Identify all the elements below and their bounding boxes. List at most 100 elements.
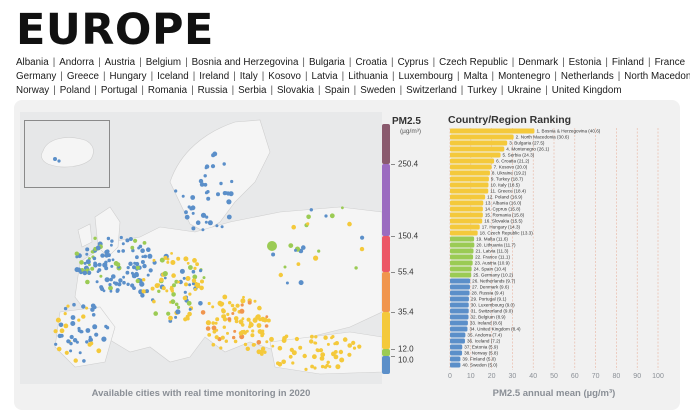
- country-name[interactable]: Andorra: [59, 57, 95, 68]
- city-dot: [190, 205, 196, 211]
- country-name[interactable]: Cyprus: [397, 57, 429, 68]
- country-name[interactable]: Sweden: [360, 85, 396, 96]
- ranking-bar-label: 8. Ukraine (19.2): [492, 171, 527, 176]
- city-dot: [238, 319, 244, 325]
- city-dot: [77, 268, 82, 273]
- country-separator: |: [231, 85, 235, 96]
- city-dot: [70, 321, 76, 326]
- city-dot: [242, 295, 245, 299]
- country-name[interactable]: Turkey: [467, 85, 497, 96]
- country-name[interactable]: Serbia: [238, 85, 267, 96]
- legend-segment-orange: [382, 272, 390, 312]
- ranking-bar: [450, 344, 463, 350]
- city-dot: [146, 273, 150, 277]
- country-separator: |: [491, 71, 495, 82]
- city-dot: [191, 269, 196, 274]
- country-name[interactable]: Greece: [66, 71, 99, 82]
- city-dot: [264, 324, 269, 328]
- city-dot: [198, 301, 203, 306]
- country-name[interactable]: Portugal: [100, 85, 138, 96]
- city-dot: [140, 248, 145, 253]
- x-tick-label: 20: [488, 373, 496, 380]
- country-name[interactable]: Montenegro: [498, 71, 551, 82]
- country-name[interactable]: Luxembourg: [398, 71, 454, 82]
- ranking-bar-label: 18. Czech Republic (13.3): [480, 231, 534, 236]
- country-name[interactable]: Iceland: [157, 71, 189, 82]
- country-separator: |: [94, 85, 97, 96]
- city-dot: [253, 299, 257, 303]
- country-name[interactable]: Czech Republic: [439, 57, 508, 68]
- ranking-bar-label: 10. Italy (18.5): [490, 183, 520, 188]
- country-name[interactable]: Austria: [104, 57, 136, 68]
- country-name[interactable]: North Macedonia: [624, 71, 690, 82]
- country-name[interactable]: Lithuania: [348, 71, 388, 82]
- country-name[interactable]: Albania: [16, 57, 49, 68]
- country-name[interactable]: Malta: [463, 71, 488, 82]
- country-name[interactable]: United Kingdom: [551, 85, 622, 96]
- ranking-bar: [450, 320, 468, 326]
- city-dot: [243, 342, 248, 347]
- city-dot: [260, 352, 264, 356]
- city-dot: [95, 245, 101, 251]
- ireland-land: [77, 223, 93, 248]
- country-name[interactable]: Kosovo: [268, 71, 301, 82]
- country-name[interactable]: Norway: [16, 85, 50, 96]
- country-name[interactable]: Bulgaria: [308, 57, 345, 68]
- country-name[interactable]: Denmark: [518, 57, 559, 68]
- country-name[interactable]: Latvia: [311, 71, 338, 82]
- country-name[interactable]: Netherlands: [560, 71, 614, 82]
- country-name[interactable]: Estonia: [568, 57, 602, 68]
- country-separator: |: [500, 85, 504, 96]
- country-name[interactable]: Germany: [16, 71, 57, 82]
- country-name[interactable]: Ireland: [199, 71, 230, 82]
- city-dot: [121, 242, 125, 246]
- ranking-bar-label: 25. Germany (10.2): [473, 273, 513, 278]
- country-name[interactable]: Hungary: [109, 71, 147, 82]
- country-name[interactable]: Finland: [611, 57, 645, 68]
- city-dot: [309, 208, 313, 212]
- city-dot: [338, 349, 344, 355]
- city-dot: [102, 289, 106, 293]
- city-dot: [331, 335, 335, 339]
- country-name[interactable]: Slovakia: [277, 85, 315, 96]
- city-dot: [326, 342, 330, 346]
- city-dot: [278, 272, 283, 278]
- city-dot: [288, 243, 294, 249]
- city-dot: [188, 283, 192, 287]
- ranking-bar: [450, 266, 472, 272]
- country-name[interactable]: Croatia: [355, 57, 388, 68]
- city-dot: [66, 339, 71, 344]
- city-dot: [141, 255, 145, 258]
- city-dot: [69, 334, 74, 340]
- city-dot: [306, 222, 310, 226]
- city-dot: [281, 359, 287, 365]
- country-separator: |: [648, 57, 651, 68]
- country-name[interactable]: Belgium: [145, 57, 182, 68]
- country-name[interactable]: Bosnia and Herzegovina: [191, 57, 299, 68]
- city-dot: [138, 244, 143, 249]
- city-dot: [250, 333, 255, 338]
- country-name[interactable]: Spain: [324, 85, 350, 96]
- country-name[interactable]: Italy: [239, 71, 258, 82]
- city-dot: [183, 290, 187, 294]
- city-dot: [288, 354, 293, 359]
- city-dot: [176, 305, 181, 309]
- city-dot: [92, 324, 98, 330]
- country-name[interactable]: Romania: [147, 85, 188, 96]
- city-dot: [97, 262, 102, 267]
- city-dot: [140, 260, 145, 264]
- city-dot: [230, 179, 234, 184]
- city-dot: [108, 285, 113, 291]
- country-name[interactable]: Ukraine: [507, 85, 542, 96]
- country-name[interactable]: Poland: [59, 85, 91, 96]
- country-name[interactable]: Russia: [197, 85, 228, 96]
- country-separator: |: [432, 57, 436, 68]
- city-dot: [177, 280, 181, 284]
- city-dot: [256, 314, 261, 319]
- city-dot: [342, 337, 348, 342]
- legend-tick-label: 10.0: [398, 355, 414, 365]
- ranking-bar-label: 26. Netherlands (9.7): [472, 279, 516, 284]
- ranking-bar-label: 28. Russia (9.4): [472, 291, 505, 296]
- country-name[interactable]: Switzerland: [406, 85, 457, 96]
- country-name[interactable]: France: [654, 57, 686, 68]
